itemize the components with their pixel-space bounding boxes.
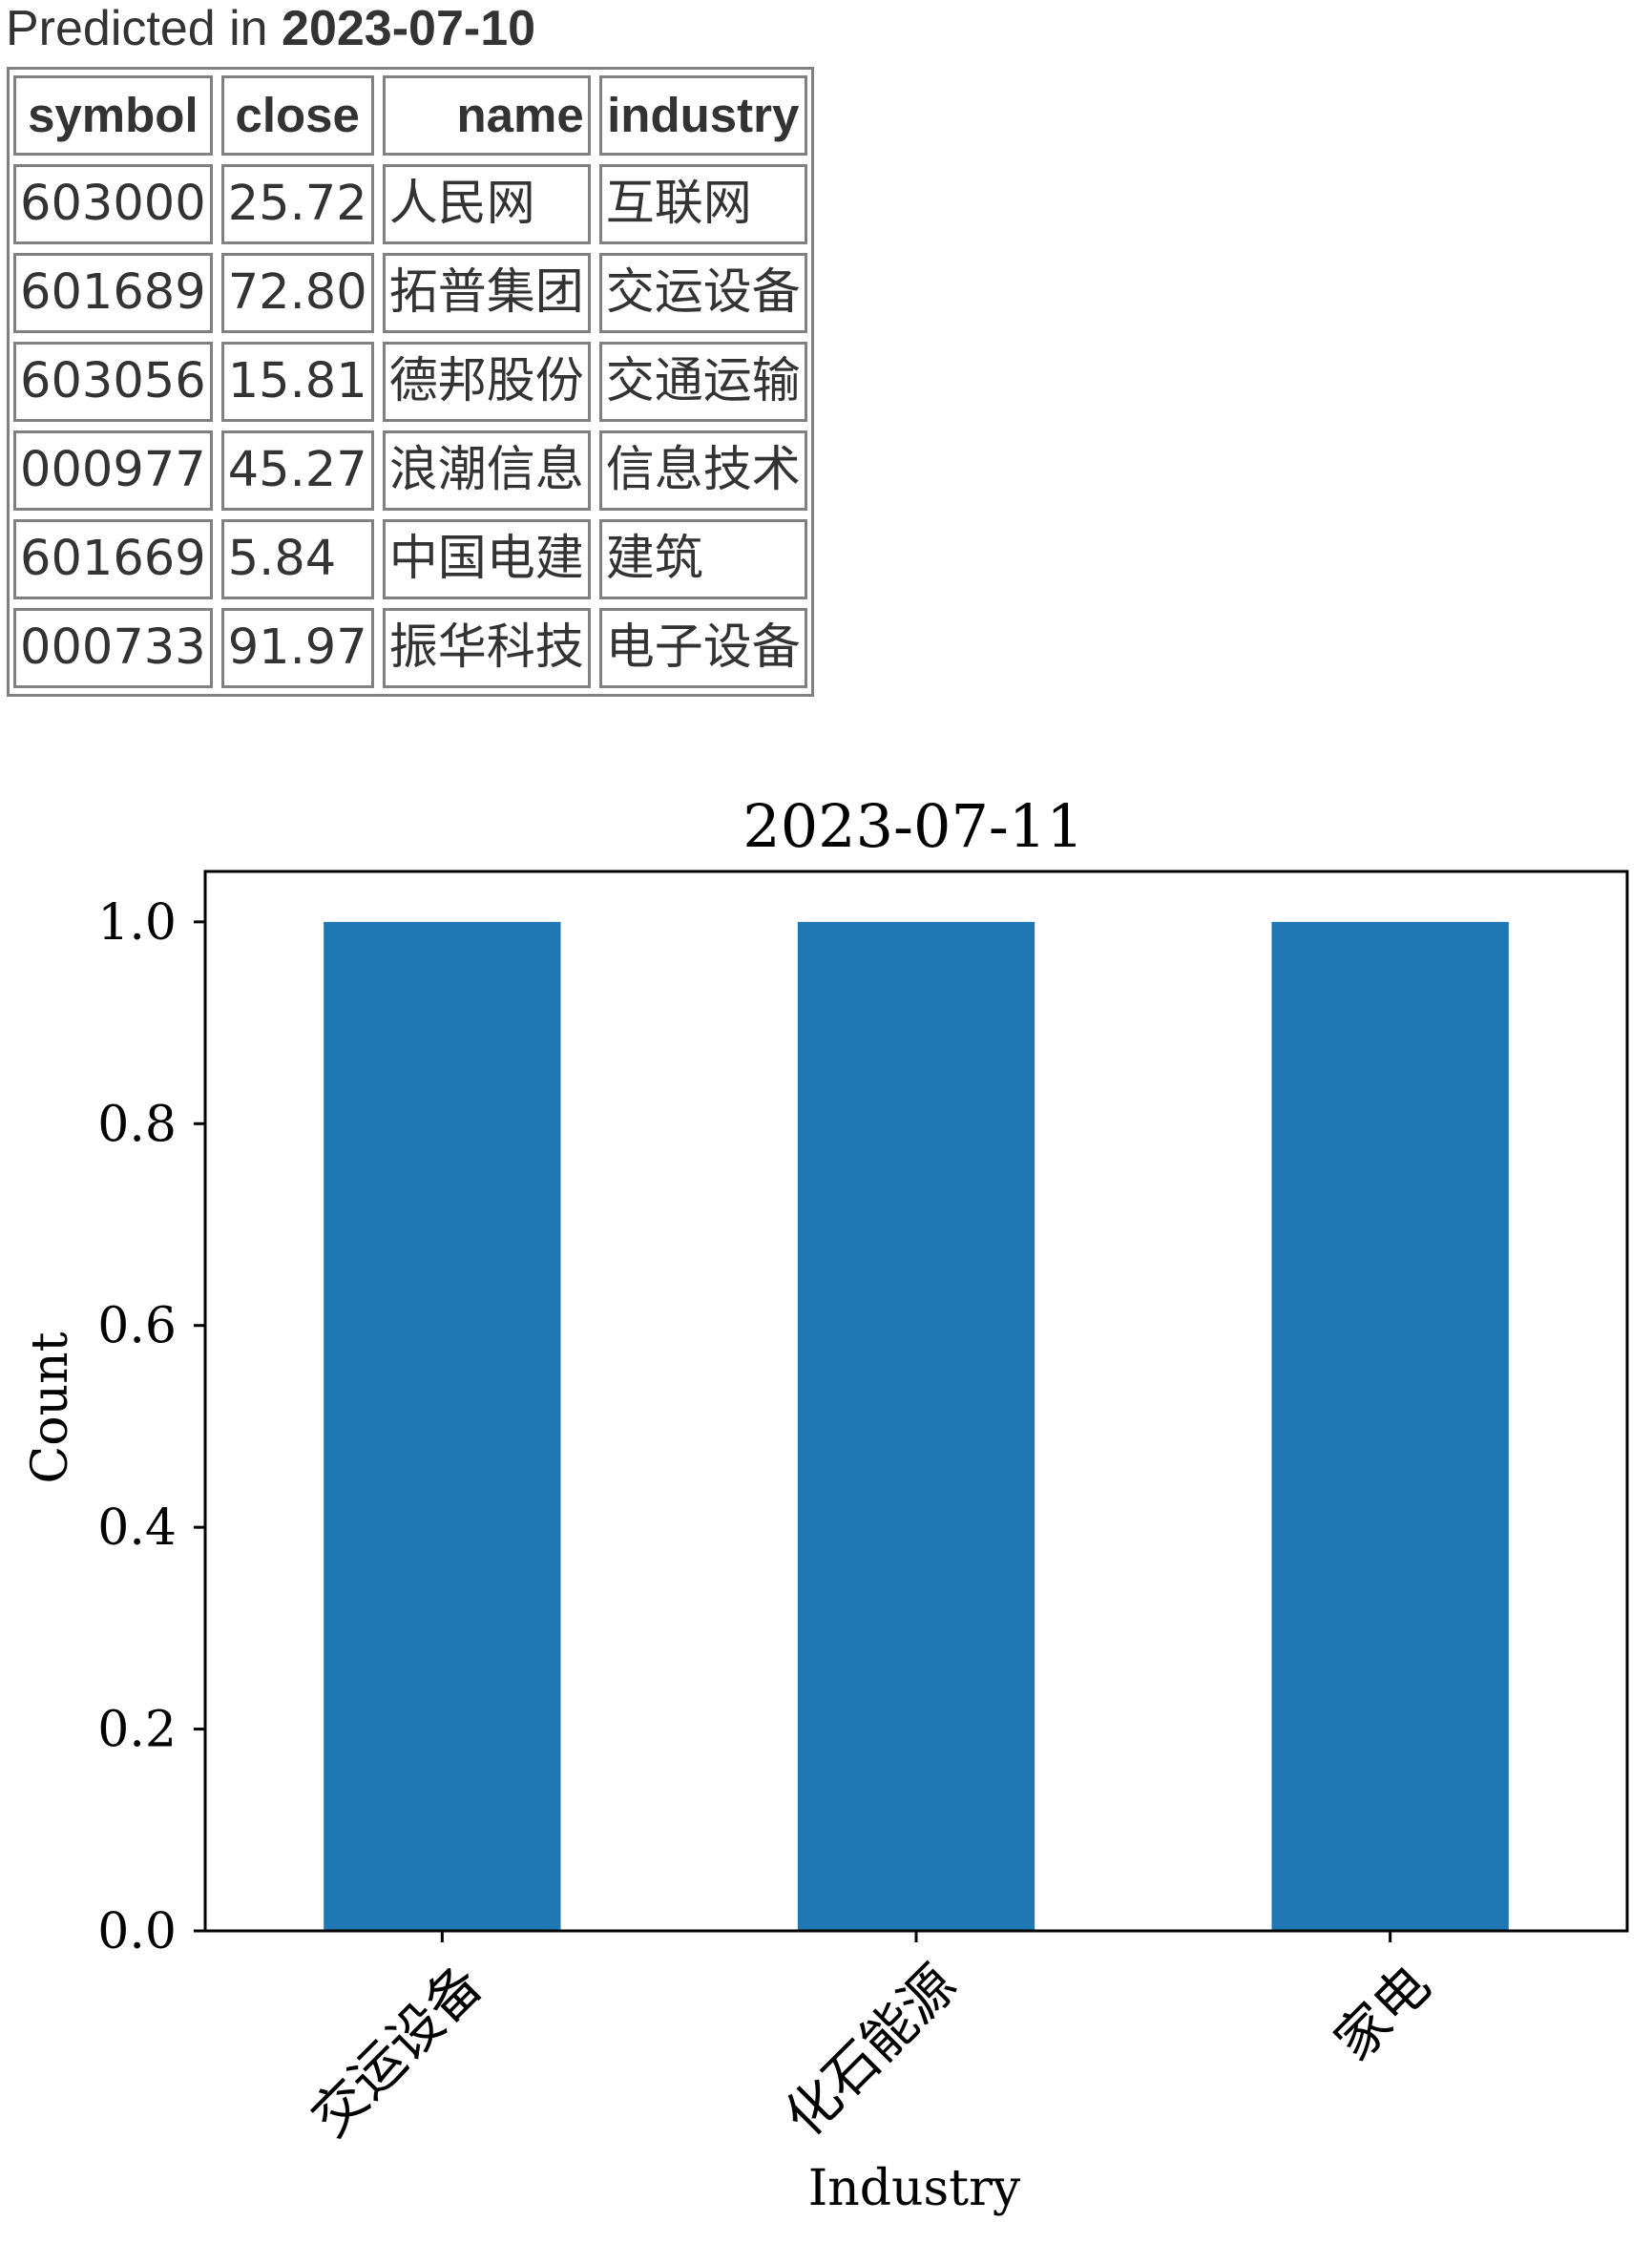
column-header-close: close — [220, 75, 374, 156]
cell-industry: 交通运输 — [598, 342, 807, 422]
chart-title: 2023-07-11 — [742, 791, 1083, 861]
column-header-symbol: symbol — [13, 75, 213, 156]
y-tick-label: 0.0 — [97, 1903, 177, 1960]
heading-date: 2023-07-10 — [282, 1, 536, 56]
table-row: 000733 91.97 振华科技 电子设备 — [13, 608, 807, 688]
cell-symbol: 603000 — [13, 164, 213, 244]
y-axis: 0.0 0.2 0.4 0.6 0.8 1.0 — [97, 894, 205, 1960]
bar-3 — [1271, 921, 1509, 1931]
table-row: 601669 5.84 中国电建 建筑 — [13, 519, 807, 599]
cell-close: 15.81 — [220, 342, 374, 422]
y-tick-label: 0.8 — [97, 1096, 177, 1153]
heading-prefix: Predicted in — [6, 1, 282, 56]
cell-symbol: 000733 — [13, 608, 213, 688]
cell-name: 振华科技 — [382, 608, 591, 688]
table-header-row: symbol close name industry — [13, 75, 807, 156]
bar-1 — [324, 921, 561, 1931]
cell-industry: 互联网 — [598, 164, 807, 244]
cell-close: 45.27 — [220, 430, 374, 511]
cell-symbol: 603056 — [13, 342, 213, 422]
x-tick-label: 化石能源 — [774, 1954, 969, 2149]
cell-symbol: 000977 — [13, 430, 213, 511]
cell-close: 91.97 — [220, 608, 374, 688]
x-tick-label: 家电 — [1323, 1954, 1442, 2073]
y-tick-label: 0.2 — [97, 1702, 177, 1759]
plot-frame — [203, 870, 1629, 1933]
bar-group — [324, 921, 1509, 1931]
x-axis-label: Industry — [808, 2160, 1021, 2217]
cell-close: 72.80 — [220, 253, 374, 333]
cell-close: 5.84 — [220, 519, 374, 599]
y-axis-label: Count — [22, 1331, 79, 1483]
cell-name: 人民网 — [382, 164, 591, 244]
cell-industry: 建筑 — [598, 519, 807, 599]
cell-close: 25.72 — [220, 164, 374, 244]
bar-2 — [797, 921, 1035, 1931]
prediction-table-frame: symbol close name industry 603000 25.72 … — [7, 67, 814, 697]
column-header-name: name — [382, 75, 591, 156]
cell-symbol: 601689 — [13, 253, 213, 333]
cell-name: 中国电建 — [382, 519, 591, 599]
prediction-heading: Predicted in 2023-07-10 — [6, 0, 535, 57]
y-tick-label: 0.4 — [97, 1499, 177, 1557]
x-tick-label: 交运设备 — [300, 1954, 494, 2149]
cell-name: 拓普集团 — [382, 253, 591, 333]
y-tick-label: 0.6 — [97, 1298, 177, 1355]
table-row: 603056 15.81 德邦股份 交通运输 — [13, 342, 807, 422]
prediction-table: symbol close name industry 603000 25.72 … — [5, 67, 816, 697]
cell-industry: 信息技术 — [598, 430, 807, 511]
y-tick-label: 1.0 — [97, 894, 177, 952]
table-row: 603000 25.72 人民网 互联网 — [13, 164, 807, 244]
column-header-industry: industry — [598, 75, 807, 156]
cell-name: 德邦股份 — [382, 342, 591, 422]
cell-industry: 电子设备 — [598, 608, 807, 688]
cell-industry: 交运设备 — [598, 253, 807, 333]
table-row: 601689 72.80 拓普集团 交运设备 — [13, 253, 807, 333]
table-row: 000977 45.27 浪潮信息 信息技术 — [13, 430, 807, 511]
cell-name: 浪潮信息 — [382, 430, 591, 511]
x-axis: 交运设备 化石能源 家电 — [300, 1931, 1443, 2149]
cell-symbol: 601669 — [13, 519, 213, 599]
